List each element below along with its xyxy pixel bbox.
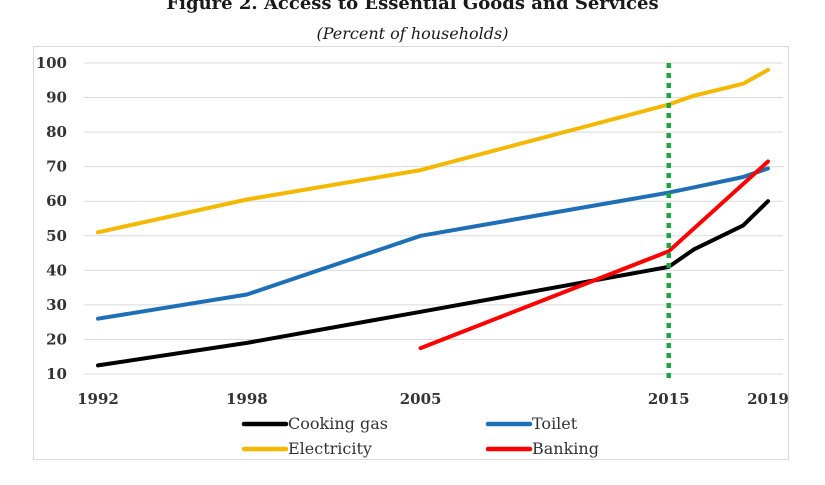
- x-tick-label: 1992: [77, 390, 119, 408]
- y-tick-label: 80: [46, 123, 67, 141]
- x-axis-ticks: 1992 1998 2005 2015 2019: [77, 390, 789, 408]
- legend-label-cooking-gas: Cooking gas: [288, 414, 388, 433]
- y-axis-ticks: 10 20 30 40 50 60 70 80 90 100: [36, 54, 67, 383]
- y-tick-label: 70: [46, 158, 67, 176]
- legend-label-banking: Banking: [532, 439, 599, 458]
- y-tick-label: 10: [46, 365, 67, 383]
- y-tick-label: 20: [46, 330, 67, 348]
- x-tick-label: 2015: [648, 390, 690, 408]
- legend-label-toilet: Toilet: [532, 414, 578, 433]
- y-tick-label: 60: [46, 192, 67, 210]
- legend: Cooking gas Toilet Electricity Banking: [241, 414, 599, 458]
- gridlines: [84, 62, 783, 375]
- y-tick-label: 50: [46, 227, 67, 245]
- series-line-banking: [418, 159, 770, 351]
- chart-title: Figure 2. Access to Essential Goods and …: [166, 0, 659, 14]
- x-tick-label: 1998: [226, 390, 268, 408]
- y-tick-label: 100: [36, 54, 67, 72]
- x-tick-label: 2005: [400, 390, 442, 408]
- x-tick-label: 2019: [747, 390, 789, 408]
- chart-frame: [33, 46, 789, 460]
- series-line-toilet: [96, 166, 770, 321]
- y-tick-label: 90: [46, 89, 67, 107]
- chart-subtitle: (Percent of households): [316, 24, 509, 43]
- y-tick-label: 40: [46, 261, 67, 279]
- legend-label-electricity: Electricity: [288, 439, 372, 458]
- y-tick-label: 30: [46, 296, 67, 314]
